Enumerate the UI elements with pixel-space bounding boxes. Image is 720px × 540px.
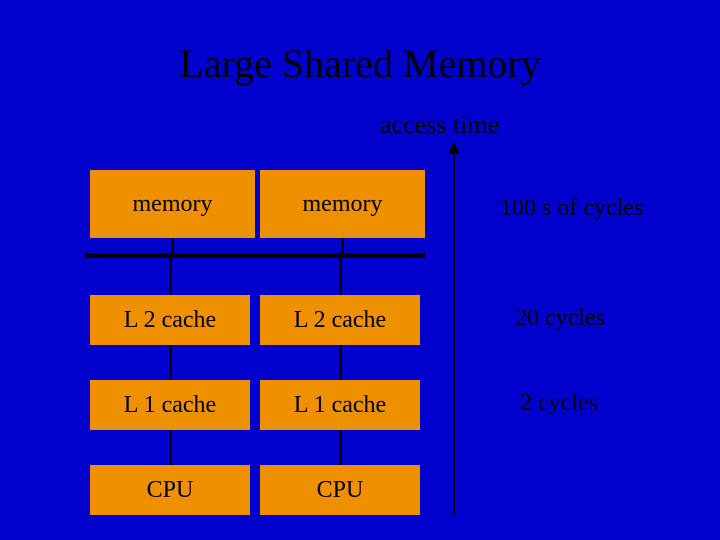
connector-memory-l2-col1 — [169, 258, 172, 295]
l1-box-col1: L 1 cache — [90, 380, 250, 430]
l1-label: L 1 cache — [124, 392, 216, 419]
connector-memory-l2-col2 — [339, 258, 342, 295]
l2-box-col1: L 2 cache — [90, 295, 250, 345]
cpu-label: CPU — [147, 477, 194, 504]
access-time-arrow-line — [453, 152, 455, 515]
cpu-label: CPU — [317, 477, 364, 504]
memory-bus-line — [85, 253, 425, 258]
l1-box-col2: L 1 cache — [260, 380, 420, 430]
access-time-arrow-head — [448, 142, 460, 154]
memory-box-col2: memory — [260, 170, 425, 238]
cpu-box-col1: CPU — [90, 465, 250, 515]
connector-l1-cpu-col1 — [169, 430, 172, 465]
memory-label: memory — [303, 191, 383, 218]
annotation-a100: 100 s of cycles — [500, 195, 643, 222]
annotation-a2: 2 cycles — [520, 390, 598, 417]
connector-memory-bus-col1 — [171, 238, 174, 253]
memory-label: memory — [133, 191, 213, 218]
l2-label: L 2 cache — [124, 307, 216, 334]
l2-box-col2: L 2 cache — [260, 295, 420, 345]
connector-l2-l1-col1 — [169, 345, 172, 380]
l1-label: L 1 cache — [294, 392, 386, 419]
page-title: Large Shared Memory — [0, 40, 720, 87]
memory-box-col1: memory — [90, 170, 255, 238]
l2-label: L 2 cache — [294, 307, 386, 334]
subtitle-access-time: access time — [380, 110, 499, 140]
annotation-a20: 20 cycles — [515, 305, 605, 332]
connector-l1-cpu-col2 — [339, 430, 342, 465]
connector-memory-bus-col2 — [341, 238, 344, 253]
connector-l2-l1-col2 — [339, 345, 342, 380]
cpu-box-col2: CPU — [260, 465, 420, 515]
